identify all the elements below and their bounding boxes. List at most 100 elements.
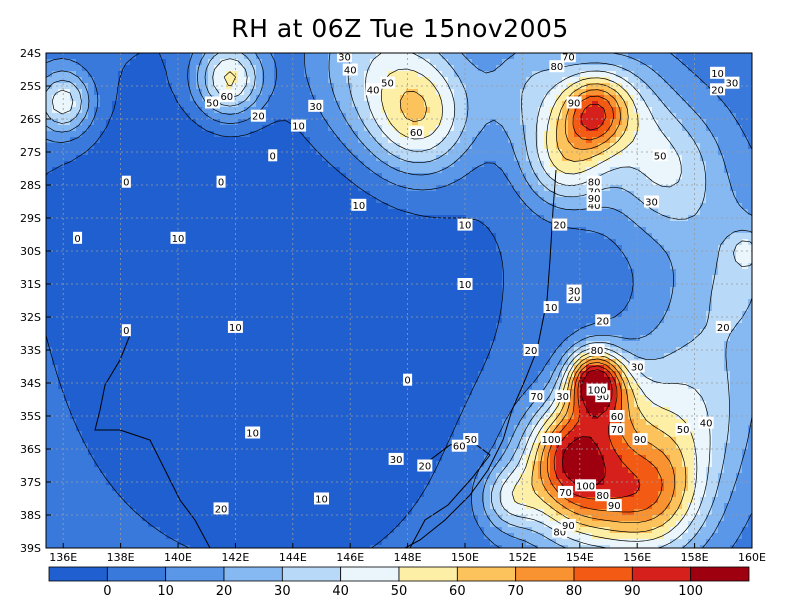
field-cell (556, 71, 563, 78)
field-cell (484, 287, 491, 294)
field-cell (334, 245, 341, 252)
field-cell (724, 269, 731, 276)
field-cell (328, 173, 335, 180)
field-cell (376, 53, 383, 60)
field-cell (676, 269, 683, 276)
field-cell (262, 167, 269, 174)
field-cell (718, 245, 725, 252)
field-cell (328, 113, 335, 120)
field-cell (202, 179, 209, 186)
field-cell (238, 155, 245, 162)
field-cell (424, 263, 431, 270)
field-cell (220, 149, 227, 156)
field-cell (520, 113, 527, 120)
field-cell (382, 185, 389, 192)
field-cell (112, 245, 119, 252)
field-cell (136, 77, 143, 84)
field-cell (466, 107, 473, 114)
field-cell (388, 173, 395, 180)
field-cell (442, 203, 449, 210)
field-cell (184, 89, 191, 96)
field-cell (124, 197, 131, 204)
field-cell (736, 209, 743, 216)
field-cell (472, 113, 479, 120)
field-cell (220, 227, 227, 234)
field-cell (670, 173, 677, 180)
field-cell (250, 131, 257, 138)
field-cell (568, 239, 575, 246)
field-cell (316, 77, 323, 84)
field-cell (292, 233, 299, 240)
field-cell (634, 53, 641, 60)
field-cell (424, 299, 431, 306)
field-cell (610, 167, 617, 174)
field-cell (70, 173, 77, 180)
field-cell (532, 107, 539, 114)
field-cell (442, 275, 449, 282)
field-cell (454, 263, 461, 270)
field-cell (190, 179, 197, 186)
field-cell (550, 53, 557, 60)
field-cell (532, 119, 539, 126)
field-cell (82, 251, 89, 258)
field-cell (640, 101, 647, 108)
field-cell (442, 53, 449, 60)
field-cell (340, 203, 347, 210)
field-cell (646, 215, 653, 222)
field-cell (70, 149, 77, 156)
field-cell (202, 161, 209, 168)
field-cell (82, 287, 89, 294)
field-cell (352, 263, 359, 270)
field-cell (652, 167, 659, 174)
field-cell (268, 179, 275, 186)
field-cell (226, 275, 233, 282)
field-cell (508, 95, 515, 102)
field-cell (622, 185, 629, 192)
field-cell (556, 239, 563, 246)
field-cell (430, 125, 437, 132)
field-cell (340, 209, 347, 216)
field-cell (484, 89, 491, 96)
field-cell (412, 149, 419, 156)
field-cell (604, 299, 611, 306)
field-cell (268, 299, 275, 306)
field-cell (220, 221, 227, 228)
field-cell (58, 197, 65, 204)
field-cell (514, 233, 521, 240)
field-cell (76, 185, 83, 192)
field-cell (562, 101, 569, 108)
field-cell (358, 53, 365, 60)
field-cell (154, 275, 161, 282)
field-cell (526, 269, 533, 276)
field-cell (172, 155, 179, 162)
field-cell (280, 251, 287, 258)
field-cell (520, 233, 527, 240)
field-cell (334, 71, 341, 78)
field-cell (346, 287, 353, 294)
field-cell (286, 281, 293, 288)
field-cell (490, 155, 497, 162)
field-cell (712, 131, 719, 138)
field-cell (262, 59, 269, 66)
field-cell (436, 185, 443, 192)
field-cell (676, 83, 683, 90)
field-cell (160, 221, 167, 228)
field-cell (364, 143, 371, 150)
field-cell (100, 293, 107, 300)
field-cell (292, 89, 299, 96)
field-cell (448, 59, 455, 66)
field-cell (352, 293, 359, 300)
field-cell (370, 131, 377, 138)
field-cell (718, 155, 725, 162)
field-cell (742, 293, 749, 300)
field-cell (292, 65, 299, 72)
field-cell (46, 257, 53, 264)
field-cell (184, 287, 191, 294)
field-cell (244, 167, 251, 174)
field-cell (58, 89, 65, 96)
field-cell (406, 119, 413, 126)
field-cell (106, 293, 113, 300)
field-cell (328, 239, 335, 246)
field-cell (286, 185, 293, 192)
field-cell (298, 89, 305, 96)
